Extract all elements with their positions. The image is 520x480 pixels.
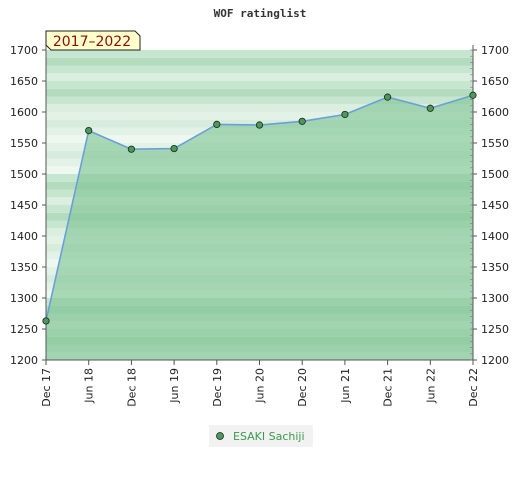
y-tick-label-left: 1700: [10, 44, 38, 57]
data-point: [298, 117, 306, 125]
x-tick-label: Dec 19: [211, 368, 224, 407]
y-tick-label-right: 1700: [481, 44, 509, 57]
band: [46, 104, 473, 112]
y-tick-label-right: 1450: [481, 199, 509, 212]
x-tick-label: Jun 20: [254, 368, 267, 404]
band: [46, 57, 473, 66]
y-tick-label-right: 1600: [481, 106, 509, 119]
y-axis-left: 1200 1250 1300 1350 1400 1450 1500 1550 1600 1650…: [10, 44, 46, 367]
data-point: [383, 93, 392, 101]
data-point: [42, 317, 50, 325]
y-tick-label-left: 1350: [10, 261, 38, 274]
y-tick-label-left: 1500: [10, 168, 38, 181]
data-point: [170, 144, 178, 153]
data-point: [469, 91, 477, 99]
band: [46, 50, 473, 58]
y-tick-label-left: 1450: [10, 199, 38, 212]
legend: ESAKI Sachiji: [209, 425, 313, 447]
data-point: [255, 121, 264, 129]
x-tick-label: Dec 22: [467, 368, 480, 407]
legend-marker: [216, 432, 224, 440]
y-tick-label-right: 1400: [481, 230, 509, 243]
band: [46, 112, 473, 120]
x-tick-label: Dec 17: [40, 368, 53, 407]
x-tick-label: Dec 18: [125, 368, 138, 407]
band: [46, 65, 473, 74]
x-tick-label: Dec 20: [296, 368, 309, 407]
y-tick-label-right: 1550: [481, 137, 509, 150]
y-tick-label-right: 1500: [481, 168, 509, 181]
y-tick-label-right: 1250: [481, 323, 509, 336]
x-tick-label: Jun 22: [424, 368, 437, 404]
band: [46, 81, 473, 89]
period-badge-label: 2017–2022: [53, 34, 131, 50]
y-tick-label-left: 1300: [10, 292, 38, 305]
x-tick-label: Jun 19: [168, 368, 181, 404]
data-point: [85, 127, 93, 135]
y-tick-label-left: 1200: [10, 354, 38, 367]
y-tick-label-right: 1350: [481, 261, 509, 274]
y-tick-label-left: 1400: [10, 230, 38, 243]
data-point: [426, 104, 434, 112]
band: [46, 88, 473, 97]
data-point: [341, 110, 349, 119]
band: [46, 96, 473, 105]
period-badge-background: [45, 30, 141, 51]
x-axis: Dec 17 Jun 18 Dec 18 Jun 19 Dec 19 Jun 20 Dec …: [40, 360, 480, 407]
y-tick-label-right: 1650: [481, 75, 509, 88]
x-tick-label: Jun 18: [83, 368, 96, 404]
band: [46, 73, 473, 81]
y-axis-right: 1200 1250 1300 1350 1400 1450 1500 1550 1600 1650…: [470, 44, 509, 367]
y-tick-label-left: 1650: [10, 75, 38, 88]
series-points: [42, 91, 477, 325]
data-point: [213, 120, 221, 129]
y-tick-label-left: 1550: [10, 137, 38, 150]
y-tick-label-right: 1200: [481, 354, 509, 367]
y-tick-label-left: 1250: [10, 323, 38, 336]
x-tick-label: Dec 21: [382, 368, 395, 407]
series-area-fill: [46, 95, 473, 360]
y-tick-label-left: 1600: [10, 106, 38, 119]
legend-box: [209, 425, 313, 447]
chart-title: WOF ratinglist: [214, 7, 307, 20]
legend-entry-esaki-sachiji: ESAKI Sachiji: [233, 430, 305, 443]
period-badge: 2017–2022: [45, 30, 141, 51]
data-point: [127, 145, 135, 153]
x-tick-label: Jun 21: [339, 368, 352, 404]
y-tick-label-right: 1300: [481, 292, 509, 305]
